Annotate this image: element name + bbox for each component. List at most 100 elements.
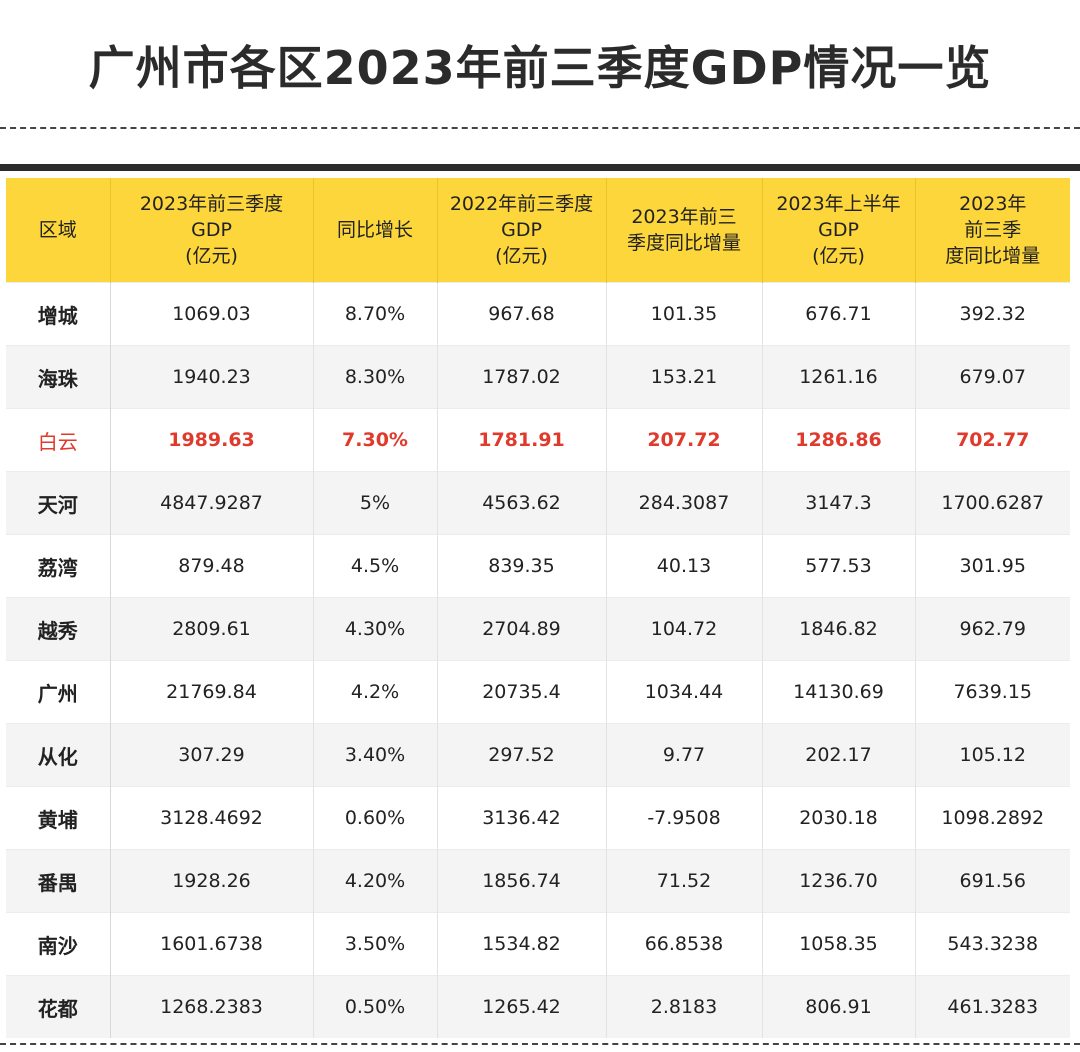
cell-q3-increment: 1700.6287 <box>914 471 1070 535</box>
cell-yoy-growth: 5% <box>312 471 437 535</box>
cell-gdp-2023-h1: 1236.70 <box>761 849 915 913</box>
cell-yoy-increment: 9.77 <box>605 723 762 787</box>
cell-gdp-2023-q3: 21769.84 <box>109 660 313 724</box>
header-gdp-2023-q3: 2023年前三季度 GDP (亿元) <box>109 178 313 283</box>
cell-yoy-increment: 207.72 <box>605 408 762 472</box>
table-row-highlighted: 白云 1989.63 7.30% 1781.91 207.72 1286.86 … <box>6 408 1070 472</box>
table-row: 增城 1069.03 8.70% 967.68 101.35 676.71 39… <box>6 282 1070 346</box>
cell-q3-increment: 691.56 <box>914 849 1070 913</box>
dashed-divider-top <box>0 127 1080 129</box>
cell-yoy-growth: 0.60% <box>312 786 437 850</box>
cell-yoy-growth: 4.5% <box>312 534 437 598</box>
cell-district: 越秀 <box>6 597 111 661</box>
table-row: 天河 4847.9287 5% 4563.62 284.3087 3147.3 … <box>6 471 1070 535</box>
cell-gdp-2023-h1: 1261.16 <box>761 345 915 409</box>
table-header-row: 区域 2023年前三季度 GDP (亿元) 同比增长 2022年前三季度 GDP… <box>6 178 1070 283</box>
cell-gdp-2022-q3: 20735.4 <box>436 660 606 724</box>
cell-gdp-2022-q3: 4563.62 <box>436 471 606 535</box>
cell-q3-increment: 679.07 <box>914 345 1070 409</box>
cell-gdp-2023-q3: 1601.6738 <box>109 912 313 976</box>
cell-yoy-increment: 40.13 <box>605 534 762 598</box>
cell-yoy-growth: 3.40% <box>312 723 437 787</box>
cell-gdp-2023-q3: 1069.03 <box>109 282 313 346</box>
cell-yoy-increment: 104.72 <box>605 597 762 661</box>
cell-q3-increment: 301.95 <box>914 534 1070 598</box>
cell-q3-increment: 702.77 <box>914 408 1070 472</box>
cell-yoy-growth: 8.70% <box>312 282 437 346</box>
cell-gdp-2022-q3: 1781.91 <box>436 408 606 472</box>
cell-gdp-2022-q3: 839.35 <box>436 534 606 598</box>
cell-district: 番禺 <box>6 849 111 913</box>
table-body: 增城 1069.03 8.70% 967.68 101.35 676.71 39… <box>6 282 1070 1038</box>
cell-gdp-2023-q3: 879.48 <box>109 534 313 598</box>
table-row: 越秀 2809.61 4.30% 2704.89 104.72 1846.82 … <box>6 597 1070 661</box>
cell-gdp-2022-q3: 967.68 <box>436 282 606 346</box>
table-row: 荔湾 879.48 4.5% 839.35 40.13 577.53 301.9… <box>6 534 1070 598</box>
cell-district: 白云 <box>6 408 111 472</box>
cell-district: 黄埔 <box>6 786 111 850</box>
cell-district: 南沙 <box>6 912 111 976</box>
dashed-divider-bottom <box>0 1043 1080 1045</box>
table-row: 花都 1268.2383 0.50% 1265.42 2.8183 806.91… <box>6 975 1070 1038</box>
cell-q3-increment: 392.32 <box>914 282 1070 346</box>
cell-district: 广州 <box>6 660 111 724</box>
cell-gdp-2023-q3: 1989.63 <box>109 408 313 472</box>
cell-yoy-increment: 101.35 <box>605 282 762 346</box>
cell-gdp-2023-h1: 202.17 <box>761 723 915 787</box>
cell-gdp-2022-q3: 1787.02 <box>436 345 606 409</box>
cell-gdp-2023-q3: 2809.61 <box>109 597 313 661</box>
cell-gdp-2023-h1: 1286.86 <box>761 408 915 472</box>
cell-district: 从化 <box>6 723 111 787</box>
cell-gdp-2022-q3: 297.52 <box>436 723 606 787</box>
cell-yoy-increment: -7.9508 <box>605 786 762 850</box>
cell-yoy-growth: 7.30% <box>312 408 437 472</box>
cell-district: 天河 <box>6 471 111 535</box>
gdp-table: 区域 2023年前三季度 GDP (亿元) 同比增长 2022年前三季度 GDP… <box>6 178 1070 1038</box>
cell-district: 增城 <box>6 282 111 346</box>
cell-q3-increment: 1098.2892 <box>914 786 1070 850</box>
cell-gdp-2023-h1: 676.71 <box>761 282 915 346</box>
cell-gdp-2023-q3: 307.29 <box>109 723 313 787</box>
cell-gdp-2023-q3: 1268.2383 <box>109 975 313 1038</box>
header-district: 区域 <box>6 178 110 283</box>
cell-district: 海珠 <box>6 345 111 409</box>
table-row: 南沙 1601.6738 3.50% 1534.82 66.8538 1058.… <box>6 912 1070 976</box>
cell-yoy-increment: 71.52 <box>605 849 762 913</box>
cell-q3-increment: 105.12 <box>914 723 1070 787</box>
cell-yoy-increment: 1034.44 <box>605 660 762 724</box>
header-q3-increment: 2023年 前三季 度同比增量 <box>914 178 1070 283</box>
header-gdp-2022-q3: 2022年前三季度 GDP (亿元) <box>436 178 606 283</box>
cell-gdp-2022-q3: 1534.82 <box>436 912 606 976</box>
cell-q3-increment: 7639.15 <box>914 660 1070 724</box>
cell-yoy-increment: 284.3087 <box>605 471 762 535</box>
cell-gdp-2023-h1: 577.53 <box>761 534 915 598</box>
header-yoy-growth: 同比增长 <box>312 178 437 283</box>
cell-yoy-growth: 0.50% <box>312 975 437 1038</box>
cell-gdp-2023-h1: 3147.3 <box>761 471 915 535</box>
cell-gdp-2023-q3: 4847.9287 <box>109 471 313 535</box>
table-row: 海珠 1940.23 8.30% 1787.02 153.21 1261.16 … <box>6 345 1070 409</box>
cell-gdp-2023-h1: 806.91 <box>761 975 915 1038</box>
cell-gdp-2023-h1: 1846.82 <box>761 597 915 661</box>
page-title: 广州市各区2023年前三季度GDP情况一览 <box>88 41 992 95</box>
cell-yoy-increment: 153.21 <box>605 345 762 409</box>
cell-gdp-2023-h1: 14130.69 <box>761 660 915 724</box>
header-gdp-2023-h1: 2023年上半年 GDP (亿元) <box>761 178 915 283</box>
cell-yoy-increment: 66.8538 <box>605 912 762 976</box>
cell-gdp-2022-q3: 1856.74 <box>436 849 606 913</box>
table-row: 番禺 1928.26 4.20% 1856.74 71.52 1236.70 6… <box>6 849 1070 913</box>
cell-q3-increment: 543.3238 <box>914 912 1070 976</box>
cell-yoy-growth: 3.50% <box>312 912 437 976</box>
cell-yoy-increment: 2.8183 <box>605 975 762 1038</box>
cell-district: 荔湾 <box>6 534 111 598</box>
cell-gdp-2022-q3: 2704.89 <box>436 597 606 661</box>
cell-gdp-2023-h1: 1058.35 <box>761 912 915 976</box>
cell-gdp-2023-q3: 3128.4692 <box>109 786 313 850</box>
cell-gdp-2023-q3: 1940.23 <box>109 345 313 409</box>
cell-gdp-2022-q3: 3136.42 <box>436 786 606 850</box>
thick-divider <box>0 164 1080 171</box>
cell-q3-increment: 461.3283 <box>914 975 1070 1038</box>
cell-gdp-2023-h1: 2030.18 <box>761 786 915 850</box>
cell-district: 花都 <box>6 975 111 1038</box>
cell-yoy-growth: 4.2% <box>312 660 437 724</box>
